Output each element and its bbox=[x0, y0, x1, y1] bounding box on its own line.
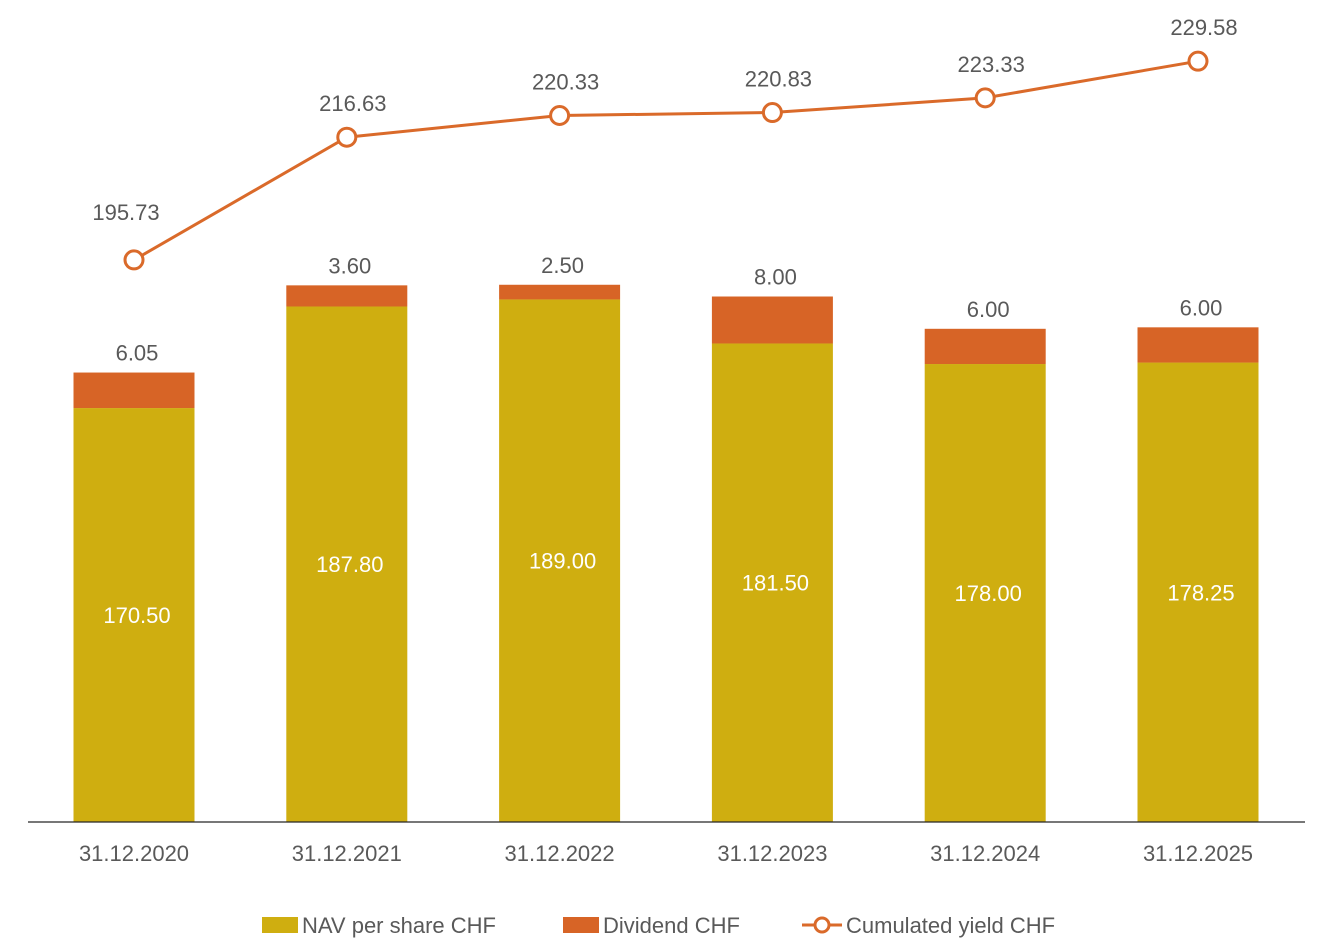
data-label-nav: 178.00 bbox=[955, 581, 1022, 606]
data-label-cumulated: 220.83 bbox=[745, 67, 812, 92]
bar-dividend bbox=[924, 328, 1046, 365]
bar-dividend bbox=[1137, 327, 1259, 363]
bars-layer: 170.50 6.05 187.80 3.60 189.00 2.50 181.50 8.00… bbox=[73, 253, 1259, 822]
line-point bbox=[1187, 50, 1209, 72]
x-tick-label: 31.12.2023 bbox=[717, 841, 827, 866]
data-label-nav: 181.50 bbox=[742, 571, 809, 596]
legend-marker-icon bbox=[813, 916, 831, 934]
line-layer: 195.73 216.63 220.33 220.83 223.33 229.58 bbox=[92, 15, 1238, 271]
x-tick-label: 31.12.2025 bbox=[1143, 841, 1253, 866]
legend-label-cumulated: Cumulated yield CHF bbox=[846, 913, 1055, 938]
legend: NAV per share CHF Dividend CHF Cumulated… bbox=[262, 913, 1055, 938]
line-point bbox=[336, 126, 358, 148]
data-label-cumulated: 220.33 bbox=[532, 69, 599, 94]
data-label-cumulated: 216.63 bbox=[319, 91, 386, 116]
bar-dividend bbox=[499, 284, 621, 300]
bar-nav bbox=[73, 408, 195, 822]
legend-swatch-nav bbox=[262, 917, 298, 933]
data-label-dividend: 6.00 bbox=[967, 297, 1010, 322]
bar-nav bbox=[924, 364, 1046, 822]
data-label-dividend: 8.00 bbox=[754, 265, 797, 290]
data-label-cumulated: 229.58 bbox=[1170, 15, 1237, 40]
line-point bbox=[761, 102, 783, 124]
bar-dividend bbox=[711, 296, 833, 344]
line-point bbox=[974, 87, 996, 109]
line-point bbox=[123, 249, 145, 271]
x-tick-label: 31.12.2022 bbox=[505, 841, 615, 866]
data-label-dividend: 6.05 bbox=[116, 341, 159, 366]
bar-dividend bbox=[73, 372, 195, 409]
legend-label-dividend: Dividend CHF bbox=[603, 913, 740, 938]
data-label-dividend: 6.00 bbox=[1180, 295, 1223, 320]
data-label-nav: 189.00 bbox=[529, 549, 596, 574]
x-tick-label: 31.12.2024 bbox=[930, 841, 1040, 866]
legend-swatch-dividend bbox=[563, 917, 599, 933]
data-label-nav: 170.50 bbox=[103, 603, 170, 628]
legend-label-nav: NAV per share CHF bbox=[302, 913, 496, 938]
data-label-dividend: 2.50 bbox=[541, 253, 584, 278]
bar-nav bbox=[499, 299, 621, 822]
x-tick-labels: 31.12.2020 31.12.2021 31.12.2022 31.12.2023… bbox=[79, 841, 1253, 866]
data-label-nav: 187.80 bbox=[316, 552, 383, 577]
bar-nav bbox=[1137, 362, 1259, 822]
data-label-cumulated: 223.33 bbox=[958, 52, 1025, 77]
x-tick-label: 31.12.2021 bbox=[292, 841, 402, 866]
bar-nav bbox=[286, 306, 408, 822]
data-label-dividend: 3.60 bbox=[328, 253, 371, 278]
series-line-cumulated bbox=[133, 59, 1199, 262]
data-label-cumulated: 195.73 bbox=[92, 200, 159, 225]
data-label-nav: 178.25 bbox=[1167, 580, 1234, 605]
bar-nav bbox=[711, 343, 833, 822]
bar-dividend bbox=[286, 285, 408, 307]
x-tick-label: 31.12.2020 bbox=[79, 841, 189, 866]
line-point bbox=[549, 104, 571, 126]
